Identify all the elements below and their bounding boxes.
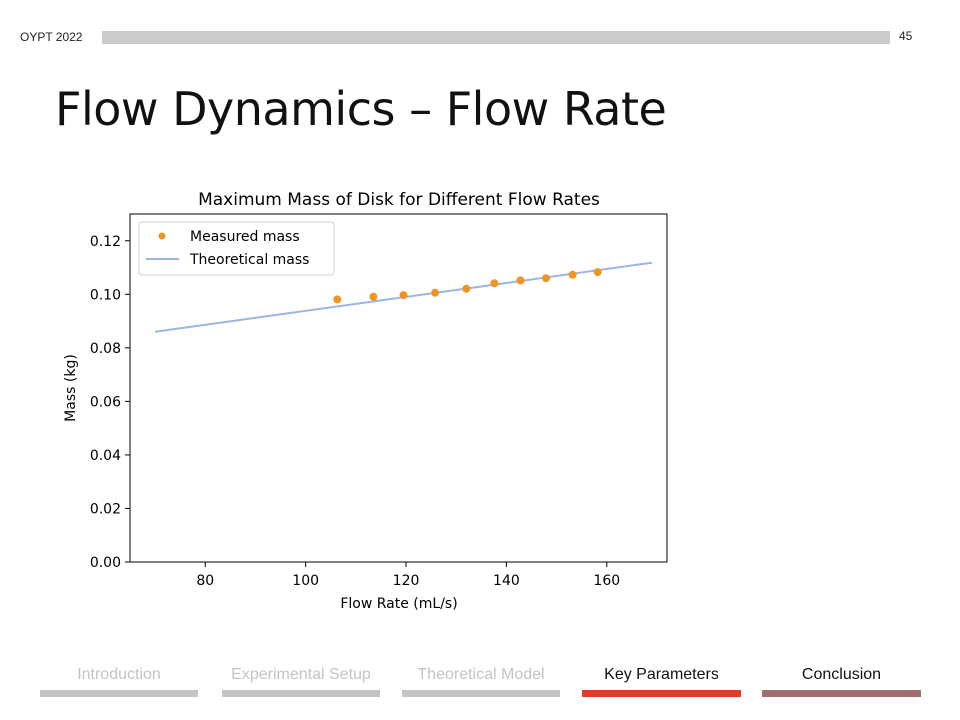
nav-label: Introduction xyxy=(77,666,161,683)
measured-mass-point xyxy=(431,288,440,297)
measured-mass-point xyxy=(516,276,525,285)
plot-area xyxy=(129,213,668,563)
nav-tab-experimental-setup[interactable]: Experimental Setup xyxy=(222,664,380,697)
legend-marker-measured xyxy=(158,232,166,240)
nav-label: Conclusion xyxy=(801,666,882,683)
measured-mass-point xyxy=(568,270,577,279)
slide-title: Flow Dynamics – Flow Rate xyxy=(55,82,667,136)
measured-mass-point xyxy=(462,284,471,293)
legend-label-theoretical: Theoretical mass xyxy=(189,252,309,268)
nav-tab-conclusion[interactable]: Conclusion xyxy=(762,664,921,697)
y-tick-label: 0.02 xyxy=(90,501,121,517)
nav-label: Key Parameters xyxy=(604,666,719,683)
nav-bar xyxy=(402,690,560,697)
x-tick-label: 140 xyxy=(493,573,520,589)
x-tick-label: 80 xyxy=(196,573,214,589)
y-tick-label: 0.00 xyxy=(90,555,121,571)
slide-number: 45 xyxy=(899,29,913,43)
x-tick-label: 160 xyxy=(593,573,620,589)
series-layer xyxy=(154,261,653,333)
legend: Measured mass Theoretical mass xyxy=(138,221,335,276)
nav-tab-key-parameters[interactable]: Key Parameters xyxy=(582,664,741,697)
nav-bar xyxy=(762,690,921,697)
legend-box xyxy=(138,221,335,276)
nav-bar xyxy=(582,690,741,697)
x-axis-label: Flow Rate (mL/s) xyxy=(340,596,457,612)
measured-mass-point xyxy=(490,279,499,288)
measured-mass-point xyxy=(542,274,550,283)
x-tick-label: 120 xyxy=(393,573,420,589)
nav-label: Theoretical Model xyxy=(417,666,545,683)
header-bar xyxy=(102,31,890,44)
y-tick-label: 0.06 xyxy=(90,394,121,410)
chart-title: Maximum Mass of Disk for Different Flow … xyxy=(198,190,600,210)
conference-label: OYPT 2022 xyxy=(20,30,83,44)
x-axis-ticks: 80 100 120 140 160 xyxy=(196,562,620,589)
nav-tab-theoretical-model[interactable]: Theoretical Model xyxy=(402,664,560,697)
measured-mass-point xyxy=(333,295,342,304)
y-axis-ticks: 0.00 0.02 0.04 0.06 0.08 0.10 0.12 xyxy=(90,234,130,571)
legend-label-measured: Measured mass xyxy=(190,229,300,245)
nav-label: Experimental Setup xyxy=(231,666,371,683)
nav-bar xyxy=(40,690,198,697)
y-tick-label: 0.08 xyxy=(90,341,121,357)
nav-bar xyxy=(222,690,380,697)
x-tick-label: 100 xyxy=(292,573,319,589)
measured-mass-point xyxy=(369,292,378,301)
y-tick-label: 0.12 xyxy=(90,234,121,250)
y-axis-label: Mass (kg) xyxy=(63,354,79,422)
nav-tab-introduction[interactable]: Introduction xyxy=(40,664,198,697)
y-tick-label: 0.10 xyxy=(90,287,121,303)
y-tick-label: 0.04 xyxy=(90,448,121,464)
mass-flow-chart: Maximum Mass of Disk for Different Flow … xyxy=(63,190,668,612)
measured-mass-point xyxy=(593,268,602,277)
measured-mass-point xyxy=(399,291,408,300)
